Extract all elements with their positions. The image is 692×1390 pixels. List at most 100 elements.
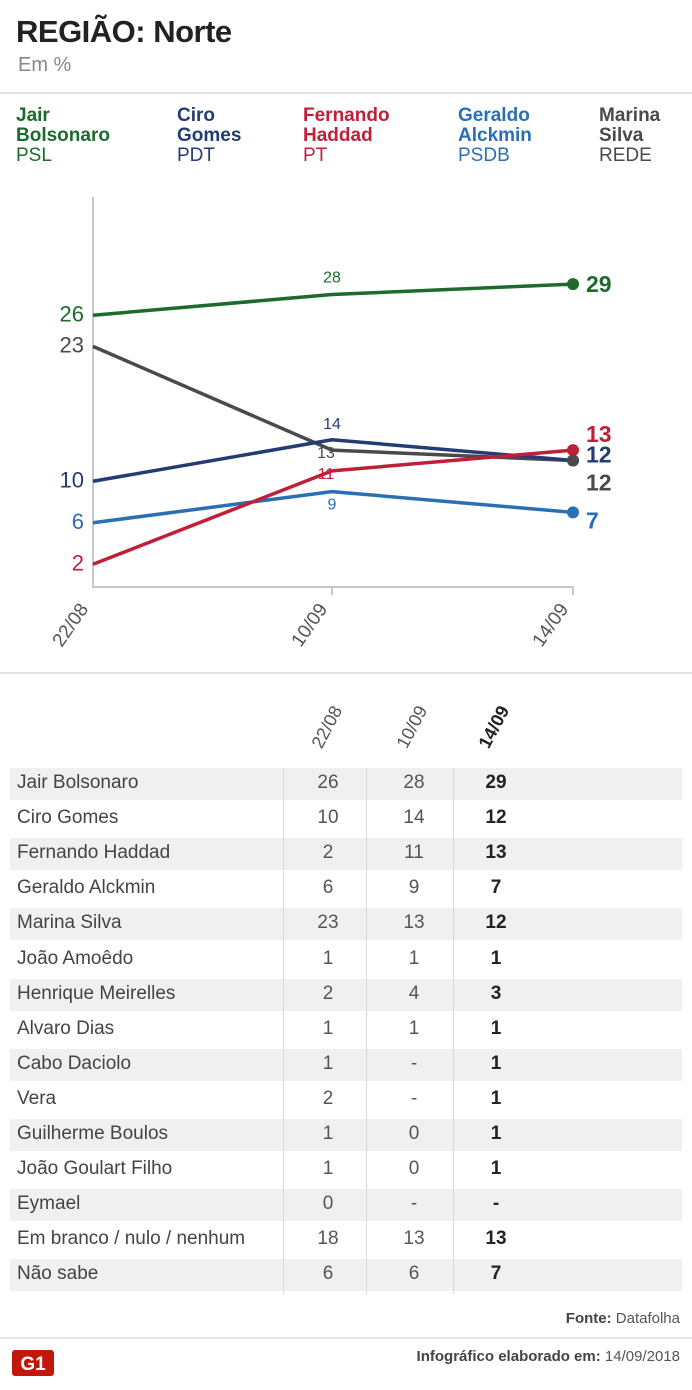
table-cell: 13 <box>403 1228 425 1250</box>
candidate-name: Jair Bolsonaro <box>17 772 139 793</box>
series-line-0 <box>92 282 574 317</box>
table-cell: 29 <box>485 772 507 793</box>
table-row: Ciro Gomes 10 14 12 <box>10 803 682 835</box>
table-row: Eymael 0 - - <box>10 1189 682 1222</box>
series-end-label: 12 <box>586 442 612 468</box>
series-start-label: 6 <box>72 509 84 534</box>
table-cell: 1 <box>490 1123 502 1144</box>
table-row: Guilherme Boulos 1 0 1 <box>10 1119 682 1151</box>
series-start-label: 23 <box>60 332 84 357</box>
table-cell: 0 <box>322 1193 334 1215</box>
table-cell: 2 <box>322 842 334 864</box>
candidate-name: Fernando Haddad <box>17 842 171 864</box>
table-row: Vera 2 - 1 <box>10 1084 682 1116</box>
table-cell: 9 <box>408 877 420 899</box>
legend-party: PSL <box>16 145 52 166</box>
legend-party: PT <box>303 145 328 166</box>
table-row: Fernando Haddad 2 11 13 <box>10 838 682 871</box>
footer-note-label: Infográfico elaborado em: <box>416 1348 601 1365</box>
series-mid-label: 14 <box>323 416 341 433</box>
table-cell: - <box>492 1193 500 1215</box>
series-line-1 <box>92 438 574 483</box>
x-tick-label: 10/09 <box>288 600 332 651</box>
table-cell: 1 <box>322 1123 334 1144</box>
candidate-name: Ciro Gomes <box>17 807 119 829</box>
table-cell: 7 <box>490 1263 502 1285</box>
table-row: João Amoêdo 1 1 1 <box>10 944 682 976</box>
table-cell: - <box>410 1052 418 1074</box>
table-cell: 2 <box>322 1087 334 1109</box>
table-cell: 1 <box>490 1087 502 1109</box>
table-cell: - <box>410 1193 418 1215</box>
table-column-header: 10/09 <box>392 702 432 752</box>
legend-name: Jair Bolsonaro <box>16 105 110 146</box>
legend-item-alckmin: Geraldo Alckmin PSDB <box>458 106 532 166</box>
candidate-name: Vera <box>17 1087 57 1109</box>
series-start-label: 26 <box>60 301 84 326</box>
table-cell: 12 <box>485 807 507 829</box>
series-end-label: 7 <box>586 507 599 533</box>
column-divider <box>366 768 367 1294</box>
x-tick-label: 22/08 <box>49 600 93 651</box>
table-cell: 2 <box>322 982 334 1004</box>
candidate-name: Cabo Daciolo <box>17 1052 132 1074</box>
source-label: Fonte: <box>565 1310 612 1327</box>
series-mid-label: 11 <box>318 466 335 483</box>
candidate-name: Guilherme Boulos <box>17 1123 169 1144</box>
series-line-2 <box>92 448 574 566</box>
legend-item-bolsonaro: Jair Bolsonaro PSL <box>16 106 110 166</box>
series-end-dot <box>567 444 579 457</box>
candidate-name: Não sabe <box>17 1263 99 1285</box>
candidate-name: Marina Silva <box>17 912 122 934</box>
legend-item-haddad: Fernando Haddad PT <box>303 106 390 166</box>
legend-name: Fernando Haddad <box>303 105 390 146</box>
table-cell: 0 <box>408 1158 420 1180</box>
table-cell: 3 <box>490 982 502 1004</box>
table-cell: 7 <box>490 877 502 899</box>
footer-date: 14/09/2018 <box>604 1348 680 1365</box>
g1-logo-icon: G1 <box>12 1350 54 1376</box>
legend-party: PDT <box>177 145 215 166</box>
table-cell: 18 <box>317 1228 339 1250</box>
table-cell: 1 <box>322 1052 334 1074</box>
table-row: João Goulart Filho 1 0 1 <box>10 1154 682 1186</box>
candidate-name: Alvaro Dias <box>17 1017 115 1039</box>
table-cell: 1 <box>408 947 420 969</box>
series-start-label: 2 <box>72 550 84 575</box>
legend-party: REDE <box>599 145 652 166</box>
candidate-name: Eymael <box>17 1193 81 1215</box>
source-note: Fonte: Datafolha <box>566 1310 680 1327</box>
logo-text: G1 <box>20 1354 46 1375</box>
legend-item-marina: Marina Silva REDE <box>599 106 660 166</box>
table-row: Alvaro Dias 1 1 1 <box>10 1014 682 1046</box>
table-cell: 0 <box>408 1123 420 1144</box>
series-mid-label: 13 <box>317 445 335 462</box>
table-row: Henrique Meirelles 2 4 3 <box>10 978 682 1011</box>
table-cell: 13 <box>403 912 425 934</box>
series-end-label: 13 <box>586 421 612 447</box>
table-cell: 1 <box>490 1052 502 1074</box>
table-row: Geraldo Alckmin 6 9 7 <box>10 873 682 905</box>
table-row: Marina Silva 23 13 12 <box>10 908 682 941</box>
divider <box>0 92 692 94</box>
candidate-name: Em branco / nulo / nenhum <box>17 1228 246 1250</box>
table-cell: 1 <box>490 1017 502 1039</box>
series-mid-label: 28 <box>323 270 341 287</box>
legend-name: Marina Silva <box>599 105 661 146</box>
table-cell: 13 <box>485 1228 507 1250</box>
series-end-dot <box>567 506 579 519</box>
series-line-3 <box>92 489 574 525</box>
candidate-name: João Goulart Filho <box>17 1158 173 1180</box>
table-row: Cabo Daciolo 1 - 1 <box>10 1048 682 1081</box>
series-start-label: 10 <box>60 467 84 492</box>
table-cell: 1 <box>322 1158 334 1180</box>
table-cell: 13 <box>485 842 507 864</box>
table-column-header: 14/09 <box>474 702 514 752</box>
divider <box>0 672 692 674</box>
table-cell: 6 <box>322 877 334 899</box>
table-cell: - <box>410 1087 418 1109</box>
divider <box>0 1337 692 1339</box>
table-cell: 1 <box>322 947 334 969</box>
source-name: Datafolha <box>615 1310 680 1327</box>
legend-party: PSDB <box>458 145 510 166</box>
